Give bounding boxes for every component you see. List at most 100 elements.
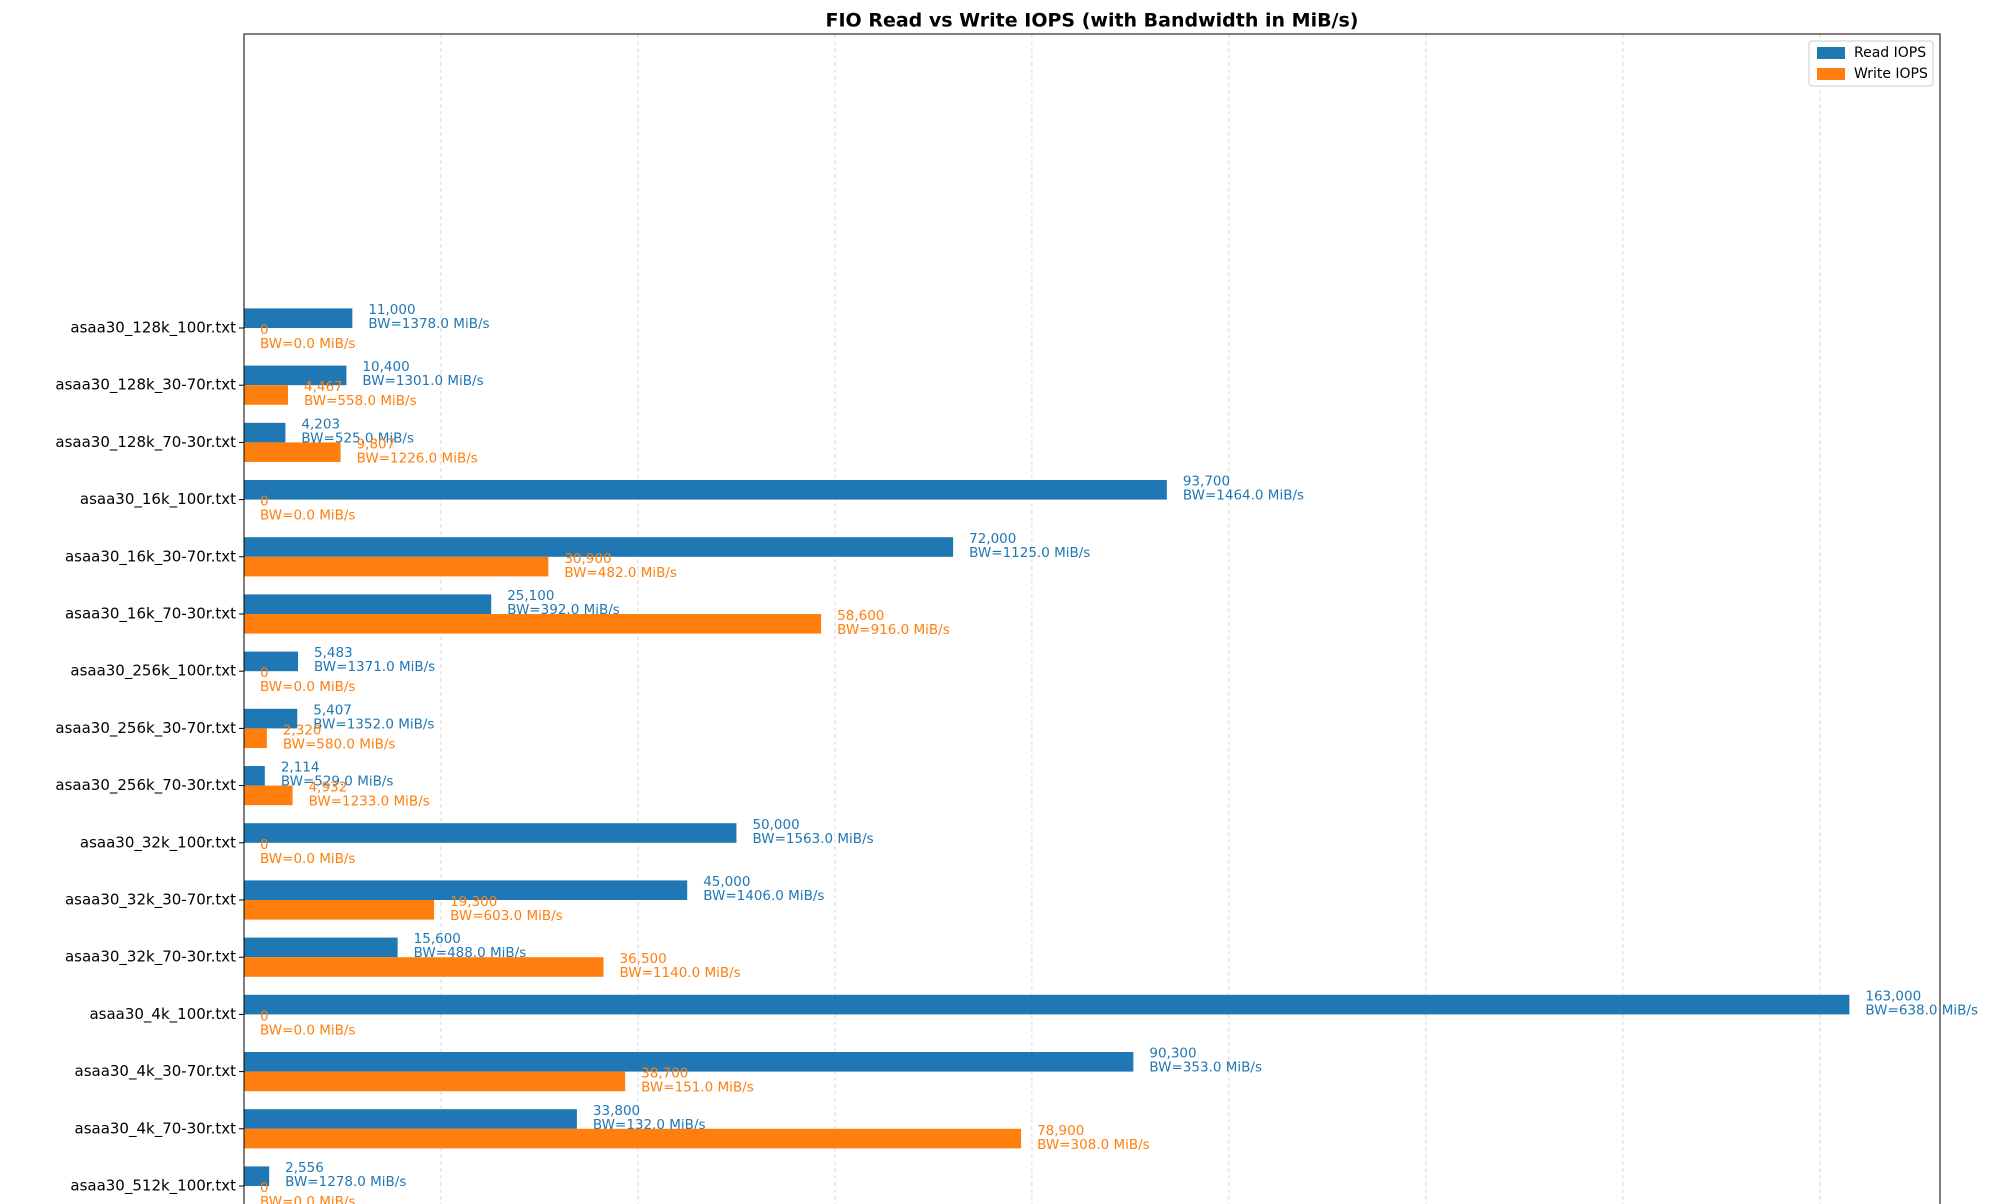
y-tick-label: asaa30_256k_100r.txt	[70, 662, 236, 681]
value-label: 163,000	[1865, 988, 1921, 1004]
value-label: 90,300	[1149, 1046, 1196, 1062]
bandwidth-label: BW=1125.0 MiB/s	[969, 545, 1090, 561]
bandwidth-label: BW=1371.0 MiB/s	[314, 659, 435, 675]
bandwidth-label: BW=0.0 MiB/s	[260, 336, 355, 352]
y-tick-label: asaa30_16k_100r.txt	[80, 490, 236, 509]
legend-label: Read IOPS	[1854, 45, 1926, 61]
bandwidth-label: BW=916.0 MiB/s	[837, 622, 950, 638]
bar	[244, 1071, 626, 1092]
bandwidth-label: BW=1140.0 MiB/s	[619, 965, 740, 981]
value-label: 58,600	[837, 608, 884, 624]
value-label: 0	[260, 494, 269, 510]
bandwidth-label: BW=0.0 MiB/s	[260, 679, 355, 695]
bandwidth-label: BW=1464.0 MiB/s	[1183, 488, 1304, 504]
bar	[244, 422, 286, 443]
value-label: 33,800	[593, 1103, 640, 1119]
y-tick-label: asaa30_128k_30-70r.txt	[55, 376, 236, 395]
value-label: 25,100	[507, 588, 554, 604]
bar	[244, 442, 341, 462]
bandwidth-label: BW=603.0 MiB/s	[450, 908, 563, 924]
bandwidth-label: BW=1226.0 MiB/s	[357, 450, 478, 466]
value-label: 4,467	[304, 379, 343, 395]
bandwidth-label: BW=580.0 MiB/s	[283, 736, 396, 752]
bar	[244, 651, 299, 672]
bandwidth-label: BW=1378.0 MiB/s	[368, 316, 489, 332]
value-label: 30,900	[564, 551, 611, 567]
value-label: 93,700	[1183, 474, 1230, 490]
bandwidth-label: BW=0.0 MiB/s	[260, 508, 355, 524]
legend-swatch	[1817, 68, 1845, 80]
y-tick-label: asaa30_4k_100r.txt	[89, 1005, 236, 1024]
y-tick-label: asaa30_4k_70-30r.txt	[75, 1119, 237, 1138]
value-label: 45,000	[703, 874, 750, 890]
value-label: 2,320	[283, 722, 322, 738]
bar	[244, 1109, 577, 1129]
bar	[244, 880, 688, 900]
bandwidth-label: BW=0.0 MiB/s	[260, 1194, 355, 1204]
bandwidth-label: BW=558.0 MiB/s	[304, 393, 417, 409]
value-label: 19,300	[450, 894, 497, 910]
value-label: 4,932	[309, 780, 348, 796]
y-tick-label: asaa30_4k_30-70r.txt	[75, 1062, 237, 1081]
value-label: 0	[260, 665, 269, 681]
bandwidth-label: BW=482.0 MiB/s	[564, 565, 677, 581]
legend-swatch	[1817, 47, 1845, 59]
bandwidth-label: BW=0.0 MiB/s	[260, 851, 355, 867]
bar	[244, 994, 1850, 1015]
value-label: 78,900	[1037, 1123, 1084, 1139]
value-label: 5,483	[314, 645, 353, 661]
y-tick-label: asaa30_256k_70-30r.txt	[55, 776, 236, 795]
y-tick-label: asaa30_512k_100r.txt	[70, 1177, 236, 1196]
y-tick-label: asaa30_256k_30-70r.txt	[55, 719, 236, 738]
bar	[244, 957, 604, 977]
bar	[244, 823, 737, 843]
bandwidth-label: BW=1278.0 MiB/s	[285, 1174, 406, 1190]
value-label: 5,407	[313, 702, 352, 718]
value-label: 38,700	[641, 1066, 688, 1082]
y-tick-label: asaa30_128k_70-30r.txt	[55, 433, 236, 452]
bar	[244, 766, 265, 786]
bar	[244, 385, 288, 405]
bar	[244, 937, 398, 958]
bar	[244, 614, 822, 634]
bandwidth-label: BW=638.0 MiB/s	[1865, 1002, 1978, 1018]
bar	[244, 1166, 270, 1186]
legend-label: Write IOPS	[1854, 66, 1928, 82]
bandwidth-label: BW=0.0 MiB/s	[260, 1022, 355, 1038]
y-tick-label: asaa30_32k_30-70r.txt	[65, 891, 236, 910]
value-label: 4,203	[301, 416, 340, 432]
y-tick-label: asaa30_32k_70-30r.txt	[65, 948, 236, 967]
bar	[244, 365, 347, 386]
bar	[244, 785, 293, 806]
bandwidth-label: BW=1563.0 MiB/s	[752, 831, 873, 847]
bandwidth-label: BW=1233.0 MiB/s	[309, 794, 430, 810]
y-tick-label: asaa30_128k_100r.txt	[70, 319, 236, 338]
bar	[244, 308, 353, 328]
chart-title: FIO Read vs Write IOPS (with Bandwidth i…	[826, 10, 1359, 32]
value-label: 0	[260, 837, 269, 853]
value-label: 2,114	[281, 760, 320, 776]
bar	[244, 900, 435, 920]
bar	[244, 556, 549, 577]
y-tick-label: asaa30_32k_100r.txt	[80, 833, 236, 852]
value-label: 0	[260, 1180, 269, 1196]
value-label: 10,400	[362, 359, 409, 375]
value-label: 9,807	[357, 436, 396, 452]
bandwidth-label: BW=1406.0 MiB/s	[703, 888, 824, 904]
bandwidth-label: BW=529.0 MiB/s	[281, 774, 394, 790]
axes-frame	[243, 33, 1941, 1204]
bar	[244, 1128, 1022, 1149]
value-label: 72,000	[969, 531, 1016, 547]
bar	[244, 480, 1167, 500]
bar	[244, 594, 492, 614]
value-label: 50,000	[752, 817, 799, 833]
bandwidth-label: BW=151.0 MiB/s	[641, 1080, 754, 1096]
bandwidth-label: BW=353.0 MiB/s	[1149, 1060, 1262, 1076]
value-label: 15,600	[414, 931, 461, 947]
value-label: 11,000	[368, 302, 415, 318]
y-tick-label: asaa30_16k_30-70r.txt	[65, 547, 236, 566]
bar	[244, 537, 954, 557]
bandwidth-label: BW=1301.0 MiB/s	[362, 373, 483, 389]
value-label: 36,500	[619, 951, 666, 967]
